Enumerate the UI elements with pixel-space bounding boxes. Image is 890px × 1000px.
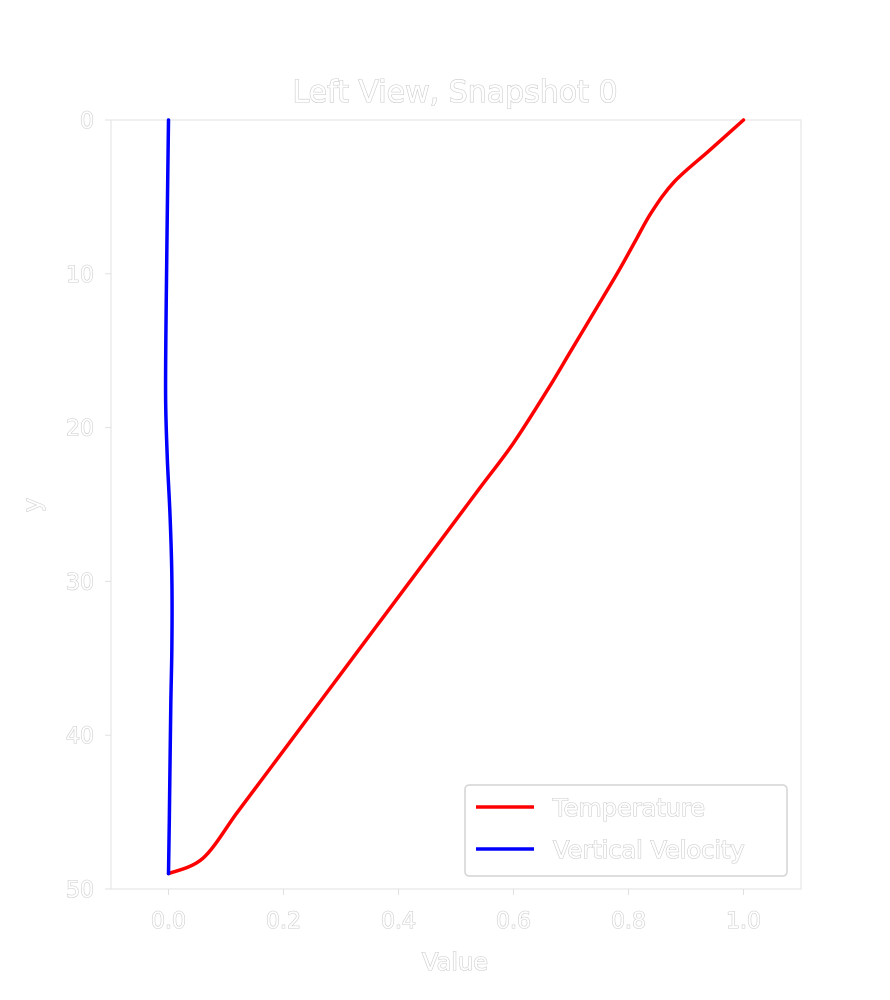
x-axis-label: Value <box>422 948 488 976</box>
y-axis-label: y <box>18 498 46 512</box>
legend-box <box>464 784 788 877</box>
x-tick-label: 0.8 <box>611 909 646 934</box>
chart-title: Left View, Snapshot 0 <box>292 75 617 110</box>
y-tick-label: 10 <box>66 263 94 288</box>
legend-label-temperature: Temperature <box>552 794 705 822</box>
series-line-temperature <box>166 118 746 876</box>
plot-frame <box>110 119 802 890</box>
legend-label-vertical-velocity: Vertical Velocity <box>553 836 745 864</box>
x-tick-label: 0.4 <box>381 909 416 934</box>
legend: Temperature Vertical Velocity <box>464 784 788 877</box>
x-tick-label: 1.0 <box>726 909 761 934</box>
y-axis-ticks: 0 10 20 30 40 50 <box>65 108 111 904</box>
y-tick-label: 20 <box>66 417 94 442</box>
y-tick-label: 50 <box>66 878 94 903</box>
series-group <box>163 118 746 876</box>
y-tick-label: 30 <box>66 570 94 595</box>
x-tick-label: 0.2 <box>266 909 301 934</box>
x-axis-ticks: 0.0 0.2 0.4 0.6 0.8 1.0 <box>150 889 762 935</box>
y-tick-label: 0 <box>80 109 94 134</box>
series-line-vertical-velocity <box>163 118 174 876</box>
y-tick-label: 40 <box>66 724 94 749</box>
x-tick-label: 0.0 <box>151 909 186 934</box>
x-tick-label: 0.6 <box>496 909 531 934</box>
